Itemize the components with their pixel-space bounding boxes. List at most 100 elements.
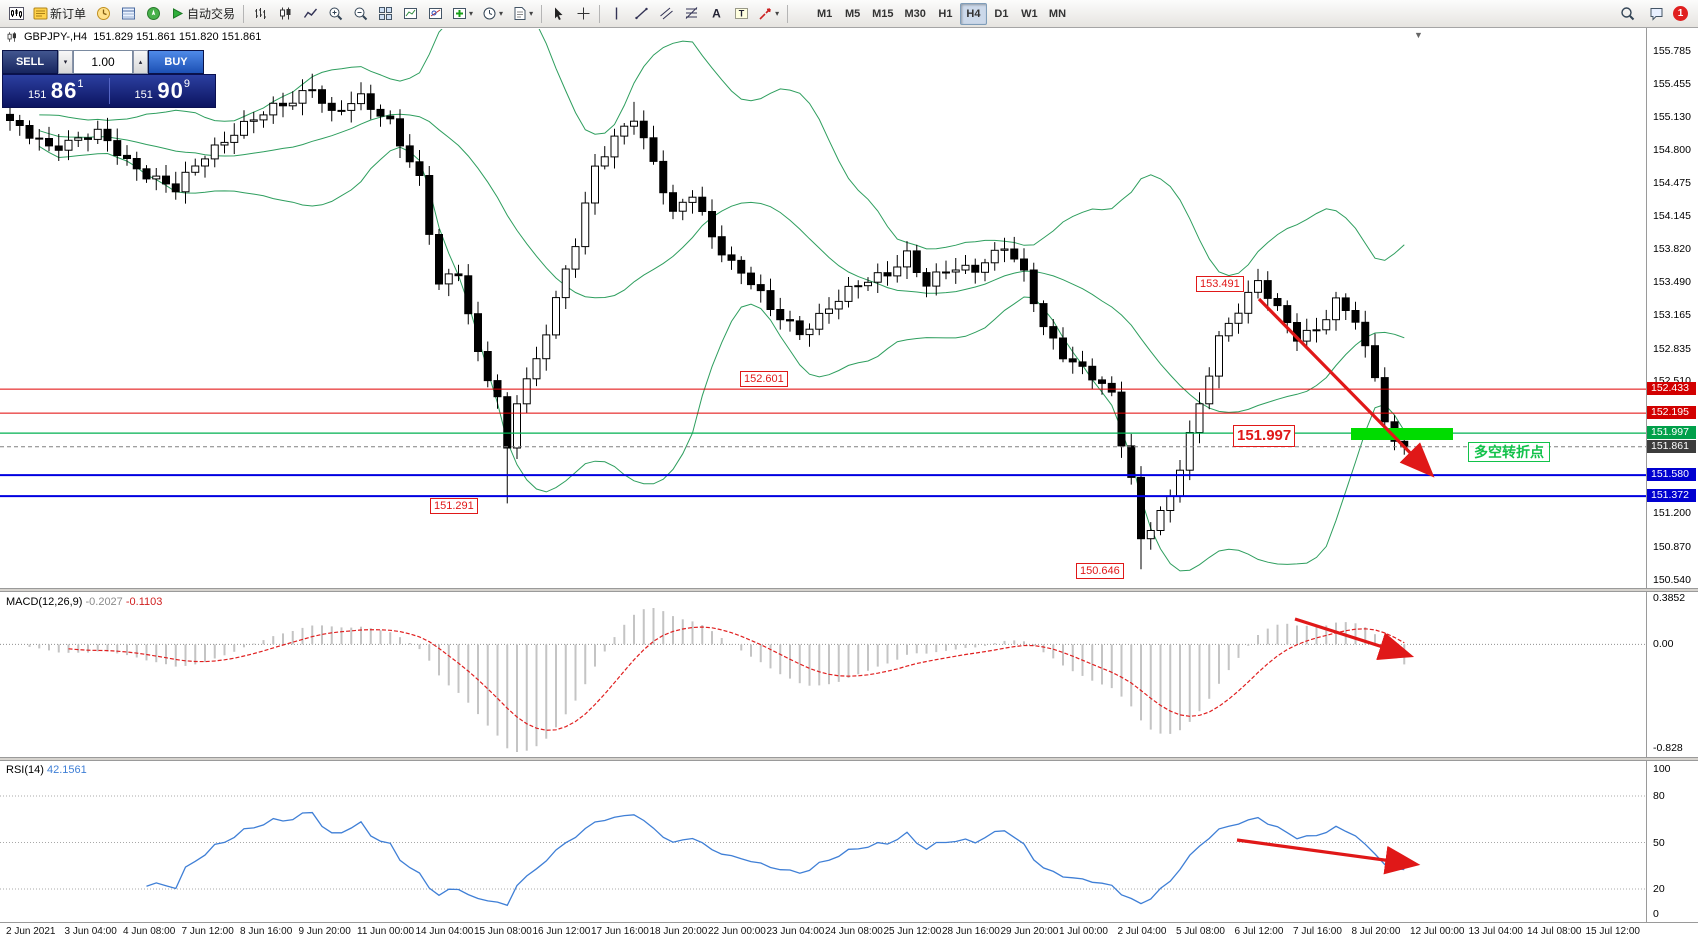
indicators-list-button[interactable] [398, 3, 422, 25]
data-window-button[interactable] [116, 3, 140, 25]
cursor-button[interactable] [546, 3, 570, 25]
timeframe-m15-button[interactable]: M15 [867, 3, 898, 25]
main-toolbar: 新订单 自动交易 ▾ ▾ ▾ A T ▾ M1 M5 M15 M30 H1 H4 D1 W1 MN 1 [0, 0, 1698, 28]
market-watch-button[interactable] [91, 3, 115, 25]
chart-window-button[interactable] [4, 3, 28, 25]
rsi-scale-label: 0 [1653, 908, 1659, 920]
macd-panel-separator[interactable] [0, 588, 1698, 592]
channel-button[interactable] [654, 3, 678, 25]
line-chart-button[interactable] [298, 3, 322, 25]
arrows-icon [759, 8, 771, 20]
text-label-button[interactable]: T [729, 3, 753, 25]
timeframe-m30-button[interactable]: M30 [900, 3, 931, 25]
sell-price[interactable]: 151 861 [3, 78, 109, 104]
buy-button[interactable]: BUY [148, 50, 204, 74]
time-axis-label: 16 Jun 12:00 [532, 926, 591, 937]
periods-icon [483, 7, 496, 20]
rsi-panel-separator[interactable] [0, 757, 1698, 761]
price-callout-153.491[interactable]: 153.491 [1196, 276, 1244, 293]
timeframe-m5-button[interactable]: M5 [839, 3, 866, 25]
chat-icon [1650, 8, 1662, 21]
price-divider [108, 78, 110, 104]
time-axis-label: 14 Jun 04:00 [415, 926, 474, 937]
text-icon: A [712, 7, 721, 21]
crosshair-button[interactable] [571, 3, 595, 25]
chart-shift-marker-icon[interactable]: ▼ [1414, 30, 1423, 40]
timeframe-h4-button[interactable]: H4 [959, 2, 987, 25]
search-button[interactable] [1615, 3, 1639, 25]
sell-button[interactable]: SELL [2, 50, 58, 74]
price-callout-152.601[interactable]: 152.601 [740, 371, 788, 388]
macd-main-value: -0.2027 [85, 596, 123, 608]
objects-list-button[interactable] [423, 3, 447, 25]
autotrading-button[interactable]: 自动交易 [166, 3, 239, 25]
price-callout-150.646[interactable]: 150.646 [1076, 563, 1124, 580]
notification-badge[interactable]: 1 [1673, 6, 1688, 21]
price-callout-151.997[interactable]: 151.997 [1233, 425, 1296, 447]
channel-icon [659, 7, 673, 20]
zoom-in-icon [329, 7, 342, 21]
search-icon [1620, 7, 1634, 21]
fibonacci-button[interactable] [679, 3, 703, 25]
time-axis-label: 13 Jul 04:00 [1468, 926, 1524, 937]
new-order-label: 新订单 [50, 7, 87, 21]
rsi-line [146, 811, 1405, 907]
new-order-button[interactable]: 新订单 [29, 3, 90, 25]
time-axis-label: 1 Jul 00:00 [1059, 926, 1108, 937]
volume-input[interactable] [73, 50, 133, 74]
time-axis-label: 7 Jun 12:00 [181, 926, 234, 937]
turning-point-note[interactable]: 多空转折点 [1468, 442, 1550, 463]
dropdown-caret-icon[interactable]: ▾ [529, 9, 534, 18]
text-button[interactable]: A [704, 3, 728, 25]
trendline-button[interactable] [629, 3, 653, 25]
dropdown-caret-icon[interactable]: ▾ [469, 9, 474, 18]
svg-text:A: A [712, 7, 721, 21]
add-indicator-button[interactable]: ▾ [448, 3, 477, 25]
chart-window-mini-icon [7, 32, 16, 42]
timeframe-m1-button[interactable]: M1 [811, 3, 838, 25]
time-axis-label: 2 Jun 2021 [6, 926, 56, 937]
time-axis-label: 11 Jun 00:00 [357, 926, 415, 937]
price-tag-152.433: 152.433 [1647, 382, 1696, 396]
trend-arrows [1236, 297, 1435, 875]
svg-text:T: T [738, 9, 744, 19]
zoom-in-button[interactable] [323, 3, 347, 25]
dropdown-caret-icon[interactable]: ▾ [499, 9, 504, 18]
timeframe-h1-button[interactable]: H1 [932, 3, 959, 25]
chart-title: GBPJPY-,H4 151.829 151.861 151.820 151.8… [6, 31, 261, 43]
ohlc-values: 151.829 151.861 151.820 151.861 [93, 31, 262, 43]
timeframe-mn-button[interactable]: MN [1044, 3, 1071, 25]
macd-scale-label: 0.00 [1653, 638, 1674, 650]
chat-button[interactable] [1644, 3, 1668, 25]
buy-price[interactable]: 151 909 [110, 78, 216, 104]
periods-button[interactable]: ▾ [478, 3, 507, 25]
volume-decrease-button[interactable]: ▾ [58, 50, 73, 74]
volume-increase-button[interactable]: ▴ [133, 50, 148, 74]
rsi-level-lines [0, 795, 1646, 890]
cursor-icon [554, 7, 563, 20]
time-axis-label: 12 Jul 00:00 [1410, 926, 1465, 937]
vertical-line-button[interactable] [604, 3, 628, 25]
price-callout-151.291[interactable]: 151.291 [430, 498, 478, 515]
macd-name: MACD(12,26,9) [6, 596, 83, 608]
navigator-button[interactable] [141, 3, 165, 25]
timeframe-d1-button[interactable]: D1 [988, 3, 1015, 25]
dropdown-caret-icon[interactable]: ▾ [775, 9, 780, 18]
candlestick-chart-button[interactable] [273, 3, 297, 25]
price-tag-151.580: 151.580 [1647, 468, 1696, 482]
timeframe-w1-button[interactable]: W1 [1016, 3, 1043, 25]
price-tick-label: 155.785 [1653, 45, 1691, 57]
autotrading-label: 自动交易 [187, 7, 236, 21]
price-tick-label: 155.130 [1653, 111, 1691, 124]
templates-button[interactable]: ▾ [508, 3, 537, 25]
time-axis[interactable]: 2 Jun 2021 3 Jun 04:00 4 Jun 08:00 7 Jun 12… [0, 922, 1698, 941]
time-axis-label: 15 Jul 12:00 [1585, 926, 1641, 937]
price-scale[interactable]: 155.785 155.455 155.130 154.800 154.475 154.1… [1647, 28, 1698, 922]
tile-windows-button[interactable] [373, 3, 397, 25]
arrows-button[interactable]: ▾ [754, 3, 783, 25]
bars-chart-button[interactable] [248, 3, 272, 25]
sell-price-sup: 1 [77, 78, 84, 90]
zoom-out-button[interactable] [348, 3, 372, 25]
time-axis-label: 9 Jun 20:00 [298, 926, 351, 937]
